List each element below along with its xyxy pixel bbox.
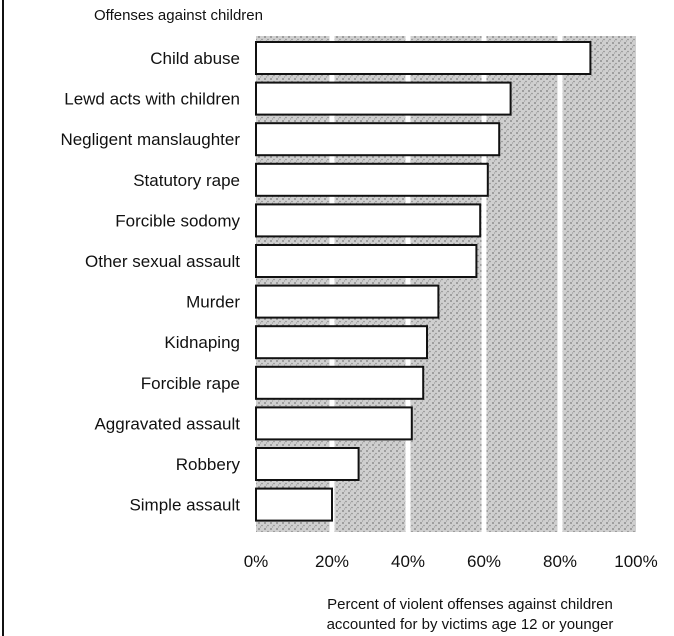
x-tick-label: 20% <box>315 552 349 571</box>
bar <box>255 406 413 441</box>
bar <box>255 447 360 481</box>
x-tick-label: 0% <box>244 552 269 571</box>
category-label: Forcible rape <box>141 374 240 393</box>
category-label: Statutory rape <box>133 171 240 190</box>
x-axis-title-line-1: Percent of violent offenses against chil… <box>327 596 613 613</box>
bar <box>255 284 440 319</box>
x-axis-title-line-2: accounted for by victims age 12 or young… <box>327 616 614 633</box>
category-label: Kidnaping <box>164 333 240 352</box>
category-label: Robbery <box>176 455 241 474</box>
bar <box>255 244 478 278</box>
x-tick-label: 100% <box>614 552 657 571</box>
bar <box>255 81 512 116</box>
bar <box>255 162 489 197</box>
x-tick-label: 40% <box>391 552 425 571</box>
x-tick-labels: 0% 20% 40% 60% 80% 100% <box>244 552 658 571</box>
bar <box>255 41 592 75</box>
category-label: Other sexual assault <box>85 252 240 271</box>
category-label: Aggravated assault <box>94 414 240 433</box>
category-label: Negligent manslaughter <box>60 130 240 149</box>
x-tick-label: 60% <box>467 552 501 571</box>
category-label: Lewd acts with children <box>64 90 240 109</box>
category-label: Simple assault <box>129 496 240 515</box>
bars <box>255 41 592 522</box>
category-label: Forcible sodomy <box>115 211 240 230</box>
category-label: Child abuse <box>150 49 240 68</box>
category-axis-title: Offenses against children <box>94 7 263 24</box>
category-label: Murder <box>186 293 240 312</box>
bar <box>255 122 501 157</box>
x-tick-label: 80% <box>543 552 577 571</box>
bar <box>255 365 425 400</box>
bar <box>255 487 333 522</box>
bar <box>255 203 482 238</box>
bar <box>255 325 428 360</box>
category-labels: Child abuse Lewd acts with children Neglig… <box>60 49 240 515</box>
